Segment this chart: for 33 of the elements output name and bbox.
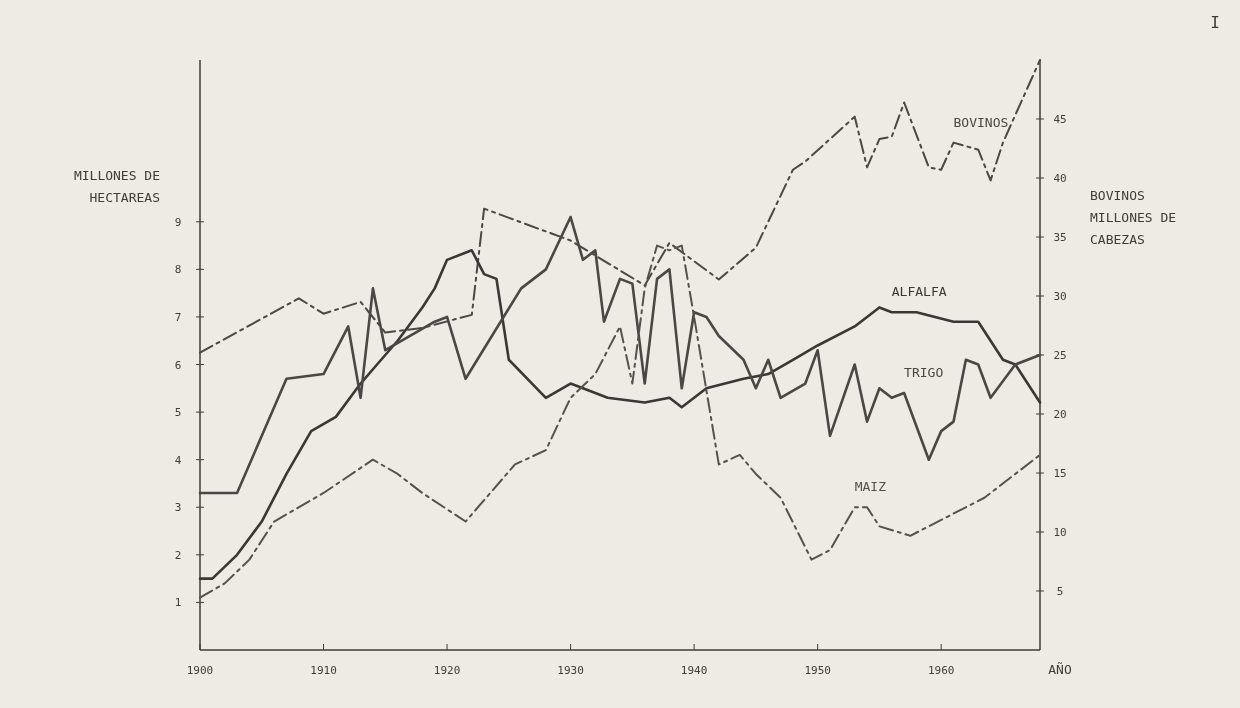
x-tick-label: 1960 (927, 664, 955, 677)
y-tick-label: 7 (174, 310, 182, 324)
x-tick-label: 1950 (804, 664, 831, 677)
y2-tick-label: 25 (1053, 349, 1067, 362)
series-label: ALFALFA (891, 284, 947, 300)
y2-tick-label: 40 (1053, 172, 1067, 185)
x-tick-label: 1900 (186, 664, 214, 677)
y2-tick-label: 30 (1053, 290, 1067, 303)
x-tick-label: 1930 (557, 664, 584, 677)
series-label: BOVINOS (953, 114, 1009, 130)
y-tick-label: 4 (174, 453, 182, 467)
y-tick-label: 1 (174, 596, 182, 610)
y-tick-label: 9 (174, 215, 182, 229)
y2-tick-label: 35 (1053, 231, 1067, 244)
series-label: MAIZ (854, 479, 887, 495)
text: I (1210, 13, 1220, 32)
y-tick-label: 2 (174, 548, 182, 562)
y2-tick-label: 5 (1056, 585, 1064, 598)
y2-axis-title: BOVINOS MILLONES DE CABEZAS (1090, 188, 1177, 247)
x-tick-label: 1910 (310, 664, 337, 677)
y-tick-label: 3 (174, 501, 182, 515)
y-tick-label: 6 (174, 358, 182, 372)
series-label: TRIGO (904, 365, 944, 381)
x-tick-label: 1920 (433, 664, 461, 677)
y2-tick-label: 10 (1053, 526, 1067, 539)
y-tick-label: 8 (174, 263, 182, 277)
y2-tick-label: 20 (1053, 408, 1067, 421)
y-tick-label: 5 (174, 406, 182, 420)
y2-tick-label: 15 (1053, 467, 1067, 480)
y2-tick-label: 45 (1053, 113, 1067, 126)
x-tick-label: 1940 (680, 664, 708, 677)
x-axis-title: AÑO (1048, 662, 1072, 677)
y-axis-title: MILLONES DE HECTAREAS (73, 168, 160, 205)
